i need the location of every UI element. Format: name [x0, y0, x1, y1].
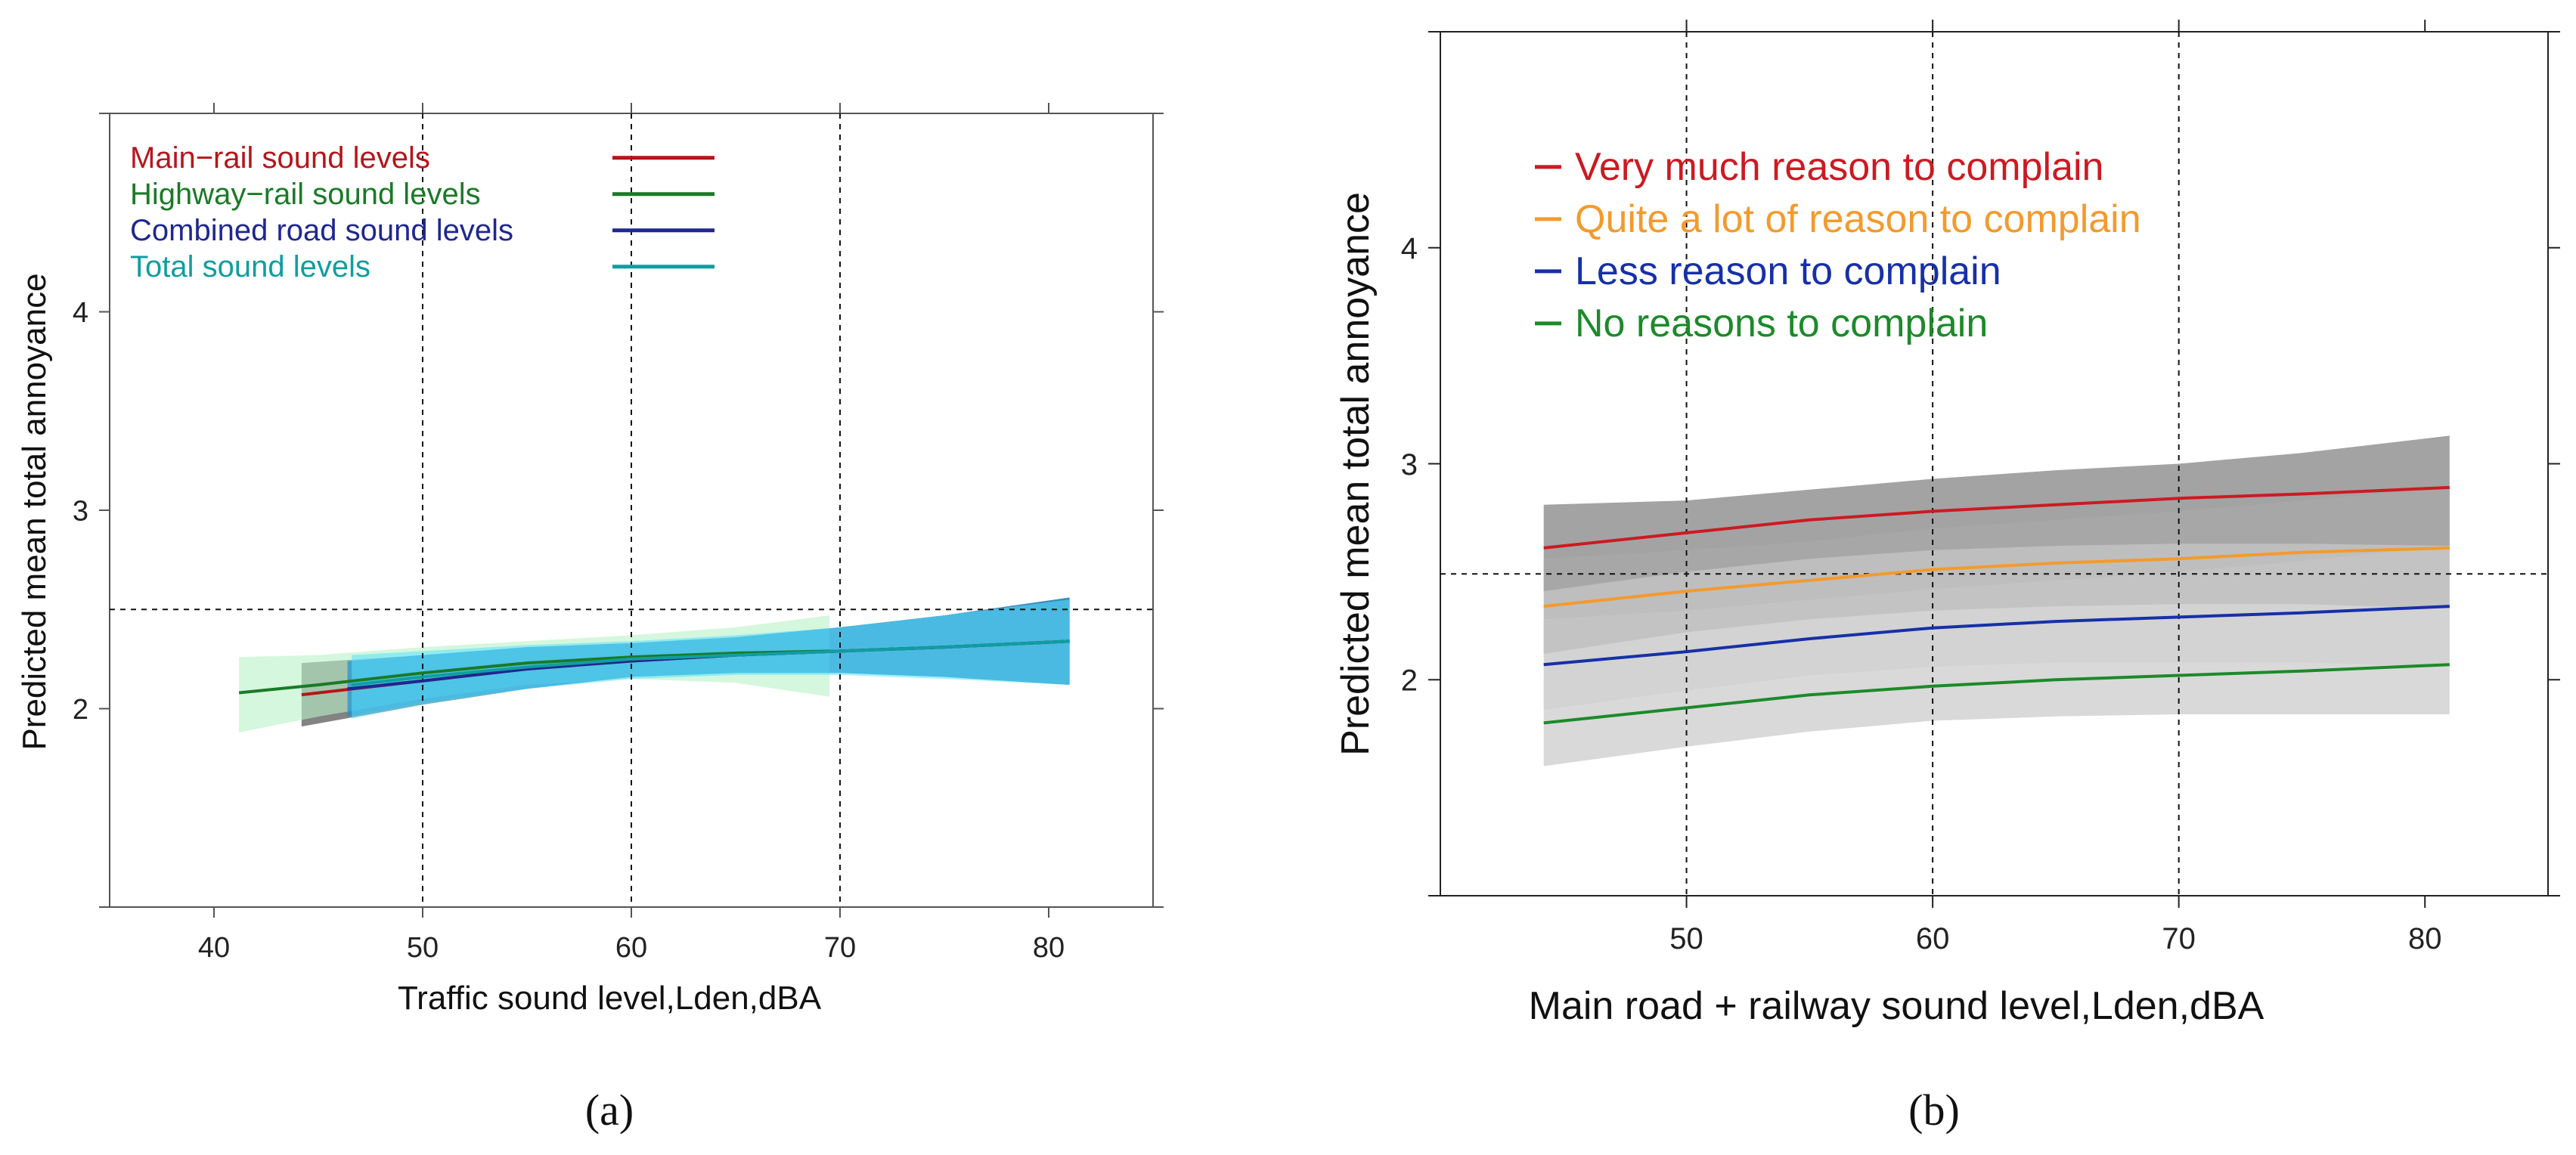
series-line-b-2: [1543, 605, 2450, 667]
series-line-b-1: [1543, 546, 2450, 608]
x-tick-label: 40: [198, 932, 230, 964]
series-line-a-1: [238, 649, 830, 695]
panel-a-y-axis-label: Predicted mean total annoyance: [16, 273, 53, 750]
panel-b-x-axis-label: Main road + railway sound level,Lden,dBA: [1529, 984, 2264, 1028]
y-tick-label: 3: [73, 496, 88, 528]
panel-a: 40 50 60 70 80 2 3 4 Main−rail sound levelsHighw…: [16, 103, 1164, 1135]
x-tick-label: 70: [2162, 922, 2196, 955]
legend-label: Less reason to complain: [1575, 249, 2001, 293]
legend-label: Main−rail sound levels: [130, 141, 430, 175]
y-tick-label: 2: [73, 694, 88, 726]
legend-label: No reasons to complain: [1575, 302, 1988, 345]
panel-b: 50 60 70 80 2 3 4 Very much reason to complain Q…: [1334, 20, 2560, 1135]
series-line-b-0: [1543, 485, 2450, 550]
panel-a-plot-area: 40 50 60 70 80 2 3 4 Main−rail sound levelsHighw…: [73, 103, 1164, 964]
legend-label: Total sound levels: [130, 250, 370, 283]
x-tick-label: 50: [1669, 922, 1703, 955]
x-tick-label: 60: [1916, 922, 1950, 955]
panel-b-caption: (b): [1908, 1085, 1960, 1135]
panel-b-bands: [1543, 435, 2450, 766]
panel-b-legend: Very much reason to complain Quite a lot …: [1535, 145, 2141, 345]
legend-label: Quite a lot of reason to complain: [1575, 197, 2141, 241]
x-tick-label: 60: [615, 932, 647, 964]
legend-label: Highway−rail sound levels: [130, 178, 481, 211]
y-tick-label: 4: [73, 297, 88, 329]
panel-b-y-axis-label: Predicted mean total annoyance: [1334, 192, 1378, 756]
x-tick-label: 80: [2408, 922, 2442, 955]
panel-a-x-axis-label: Traffic sound level,Lden,dBA: [398, 980, 822, 1017]
x-tick-label: 80: [1033, 932, 1065, 964]
series-band-a-3: [352, 599, 1070, 719]
x-tick-label: 50: [407, 932, 439, 964]
y-tick-label: 3: [1401, 448, 1418, 482]
series-line-a-3: [351, 639, 1070, 686]
series-band-b-3: [1543, 608, 2450, 766]
panel-b-plot-area: 50 60 70 80 2 3 4 Very much reason to complain Q…: [1401, 20, 2560, 955]
x-tick-label: 70: [824, 932, 856, 964]
y-tick-label: 2: [1401, 664, 1418, 698]
panel-a-caption: (a): [585, 1085, 634, 1135]
y-tick-label: 4: [1401, 232, 1418, 265]
series-line-b-3: [1543, 663, 2450, 725]
legend-label: Very much reason to complain: [1575, 145, 2103, 189]
legend-label: Combined road sound levels: [130, 214, 513, 247]
